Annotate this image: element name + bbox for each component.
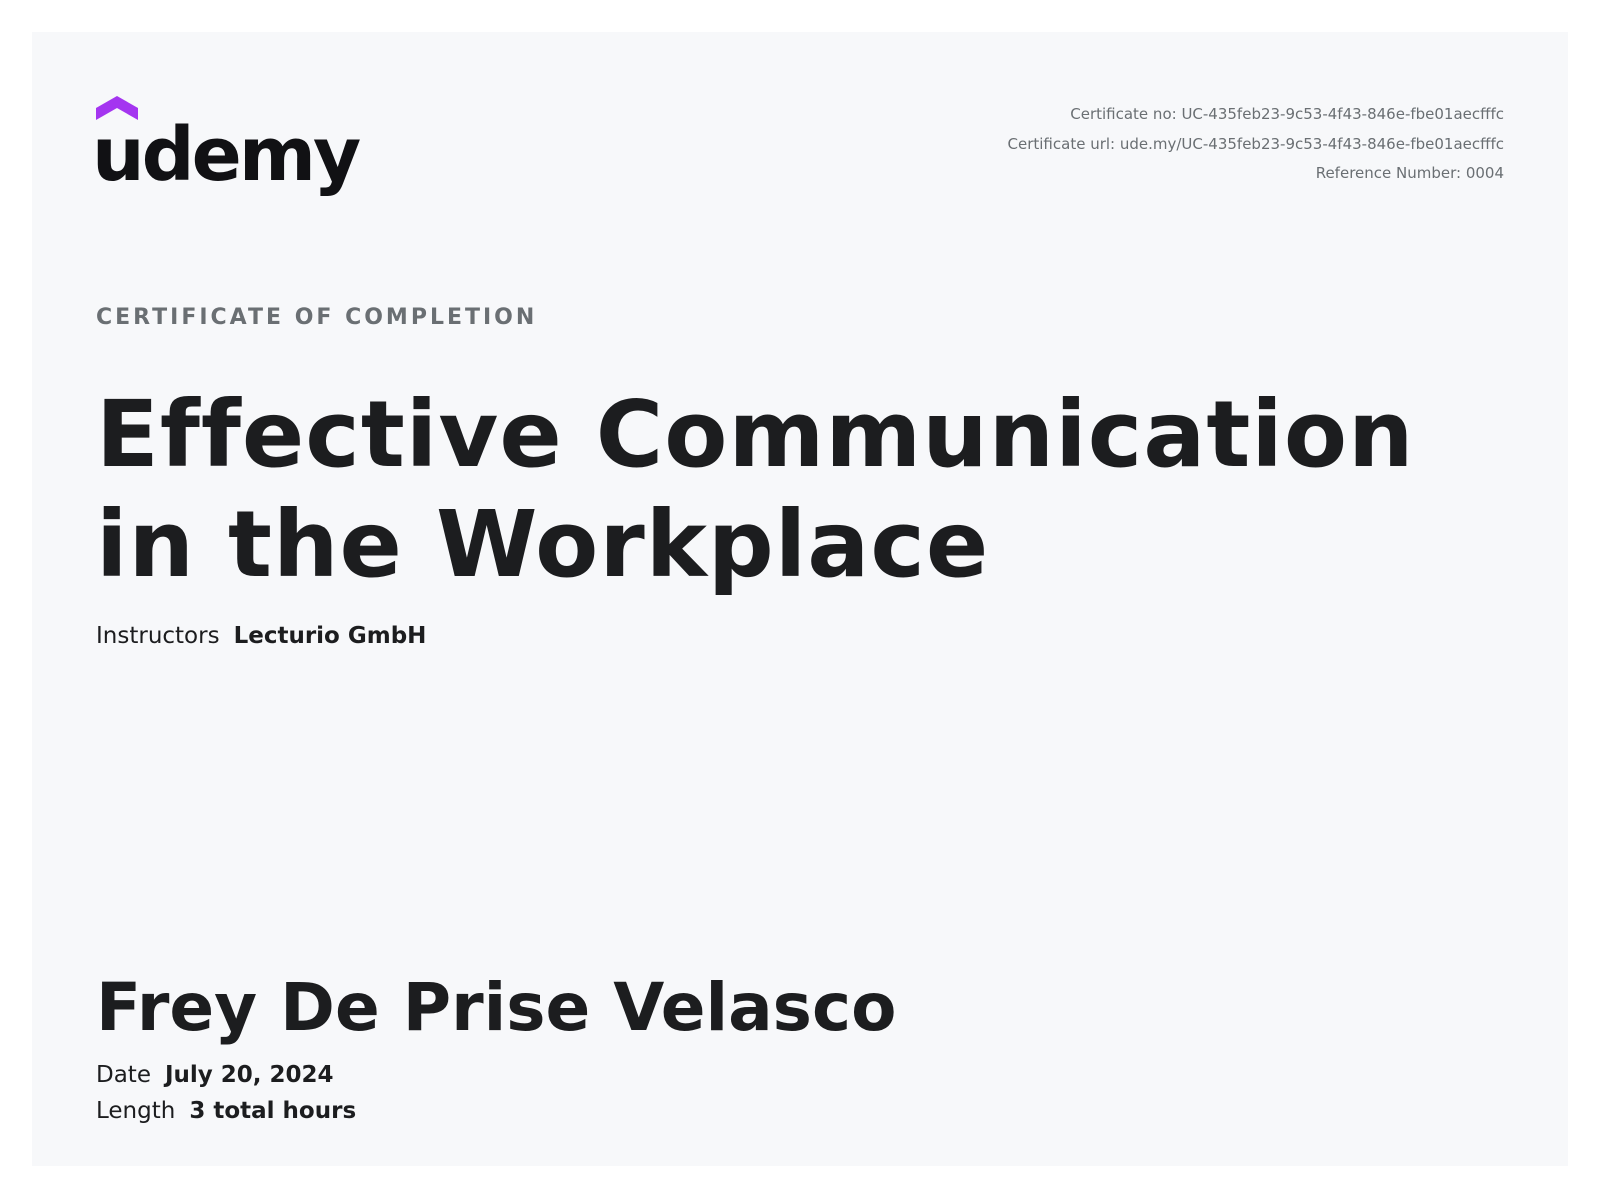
udemy-cap-icon	[96, 96, 138, 120]
certificate-number: Certificate no: UC-435feb23-9c53-4f43-84…	[1070, 105, 1504, 123]
instructors-label: Instructors	[96, 623, 220, 649]
instructors-row: Instructors Lecturio GmbH	[96, 623, 426, 649]
certificate-card: udemy Certificate no: UC-435feb23-9c53-4…	[32, 32, 1568, 1166]
instructors-value: Lecturio GmbH	[233, 623, 427, 649]
certificate-meta: Certificate no: UC-435feb23-9c53-4f43-84…	[1008, 100, 1504, 189]
length-value: 3 total hours	[189, 1098, 357, 1124]
reference-number: Reference Number: 0004	[1315, 164, 1504, 182]
udemy-logo: udemy	[92, 96, 366, 228]
length-label: Length	[96, 1098, 176, 1124]
date-value: July 20, 2024	[164, 1062, 334, 1088]
length-row: Length 3 total hours	[96, 1098, 356, 1124]
certificate-url[interactable]: Certificate url: ude.my/UC-435feb23-9c53…	[1007, 134, 1504, 153]
certificate-kicker: CERTIFICATE OF COMPLETION	[96, 305, 538, 330]
date-row: Date July 20, 2024	[96, 1062, 334, 1088]
course-title: Effective Communication in the Workplace	[96, 381, 1415, 598]
date-label: Date	[96, 1062, 151, 1088]
student-name: Frey De Prise Velasco	[96, 969, 897, 1046]
udemy-wordmark: udemy	[92, 112, 361, 198]
